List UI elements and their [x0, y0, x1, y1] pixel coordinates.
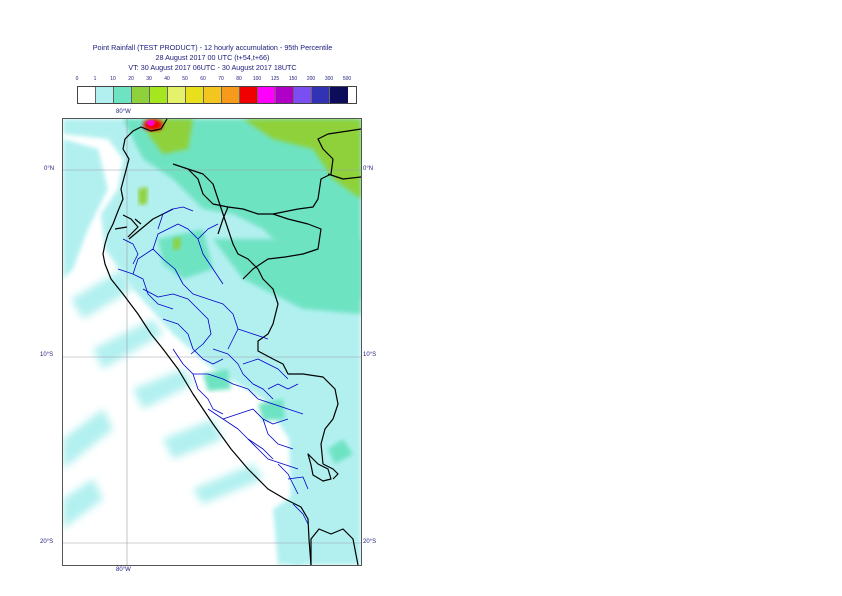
rainfall-extreme-cell [143, 119, 163, 131]
region-borders [117, 206, 309, 525]
legend-threshold-label: 60 [200, 76, 206, 82]
legend-color-swatch [294, 87, 312, 103]
color-legend: 0 1 10 20 30 40 50 60 70 80 100 125 150 200 300 500 [75, 76, 357, 104]
chart-title-block: Point Rainfall (TEST PRODUCT) - 12 hourl… [60, 43, 365, 73]
legend-color-swatch [150, 87, 168, 103]
legend-threshold-label: 40 [164, 76, 170, 82]
legend-threshold-label: 150 [288, 76, 298, 82]
legend-color-swatch [222, 87, 240, 103]
legend-threshold-label: 200 [306, 76, 316, 82]
legend-threshold-label: 125 [270, 76, 280, 82]
lat-label-right-20: 20°S [363, 539, 377, 545]
legend-threshold-label: 70 [218, 76, 224, 82]
legend-threshold-label: 20 [128, 76, 134, 82]
legend-threshold-label: 0 [75, 76, 79, 82]
legend-threshold-label: 50 [182, 76, 188, 82]
title-line-1: Point Rainfall (TEST PRODUCT) - 12 hourl… [92, 43, 333, 52]
legend-color-swatch [276, 87, 294, 103]
legend-color-swatch [168, 87, 186, 103]
legend-threshold-label: 80 [236, 76, 242, 82]
map-panel [62, 118, 362, 566]
lat-label-right-10: 10°S [363, 352, 377, 358]
legend-threshold-label: 1 [93, 76, 97, 82]
title-line-2: 28 August 2017 00 UTC (t+54,t+66) [155, 53, 270, 62]
legend-color-swatch [312, 87, 330, 103]
lon-label-top: 80°W [116, 109, 131, 115]
legend-color-bar [77, 86, 357, 104]
legend-threshold-label: 10 [110, 76, 116, 82]
country-borders [102, 119, 361, 565]
legend-labels: 0 1 10 20 30 40 50 60 70 80 100 125 150 200 300 500 [75, 76, 357, 84]
legend-threshold-label: 30 [146, 76, 152, 82]
lat-label-left-10: 10°S [40, 352, 54, 358]
legend-color-swatch [240, 87, 258, 103]
legend-color-swatch [330, 87, 348, 103]
legend-color-swatch [114, 87, 132, 103]
legend-color-swatch [96, 87, 114, 103]
lat-label-left-20: 20°S [40, 539, 54, 545]
legend-color-swatch [186, 87, 204, 103]
lon-label-bottom: 80°W [116, 567, 131, 573]
legend-color-swatch [258, 87, 276, 103]
legend-color-swatch [204, 87, 222, 103]
lat-label-right-0: 0°N [363, 166, 374, 172]
legend-color-swatch [132, 87, 150, 103]
legend-threshold-label: 100 [252, 76, 262, 82]
legend-threshold-label: 300 [324, 76, 334, 82]
legend-color-swatch [78, 87, 96, 103]
rainfall-map [63, 119, 361, 565]
legend-threshold-label: 500 [342, 76, 352, 82]
title-line-3: VT: 30 August 2017 06UTC - 30 August 201… [128, 63, 297, 72]
lat-label-left-0: 0°N [44, 166, 55, 172]
